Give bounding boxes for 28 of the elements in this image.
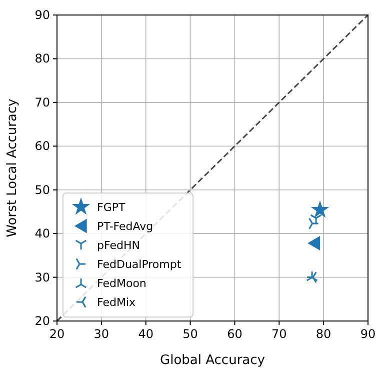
y-axis-title: Worst Local Accuracy [5,98,20,238]
legend-label: pFedHN [97,239,140,252]
point [308,236,320,250]
y-tick-label: 70 [34,95,50,110]
point [310,214,322,225]
x-tick-label: 50 [182,327,198,341]
x-tick-label: 20 [49,327,65,341]
legend-label: FGPT [97,201,126,214]
point [308,218,320,230]
y-tick-label: 60 [34,139,50,154]
x-tick-label: 70 [272,327,287,341]
x-tick-label: 30 [94,327,110,341]
x-tick-label: 60 [227,327,242,341]
y-tick-label: 20 [34,314,50,328]
legend-label: FedDualPrompt [97,258,182,271]
legend-label: FedMoon [97,277,146,290]
y-tick-label: 80 [34,52,50,66]
legend-label: FedMix [97,296,136,309]
point [312,202,328,217]
y-tick-label: 50 [34,182,50,197]
x-tick-label: 80 [316,327,332,341]
y-tick-label: 90 [34,8,50,22]
legend-label: PT-FedAvg [97,220,154,233]
x-tick-label: 40 [138,327,154,341]
x-axis-title: Global Accuracy [160,353,266,368]
y-tick-label: 40 [34,226,50,241]
y-tick-label: 30 [34,270,50,284]
x-tick-label: 90 [360,327,376,341]
